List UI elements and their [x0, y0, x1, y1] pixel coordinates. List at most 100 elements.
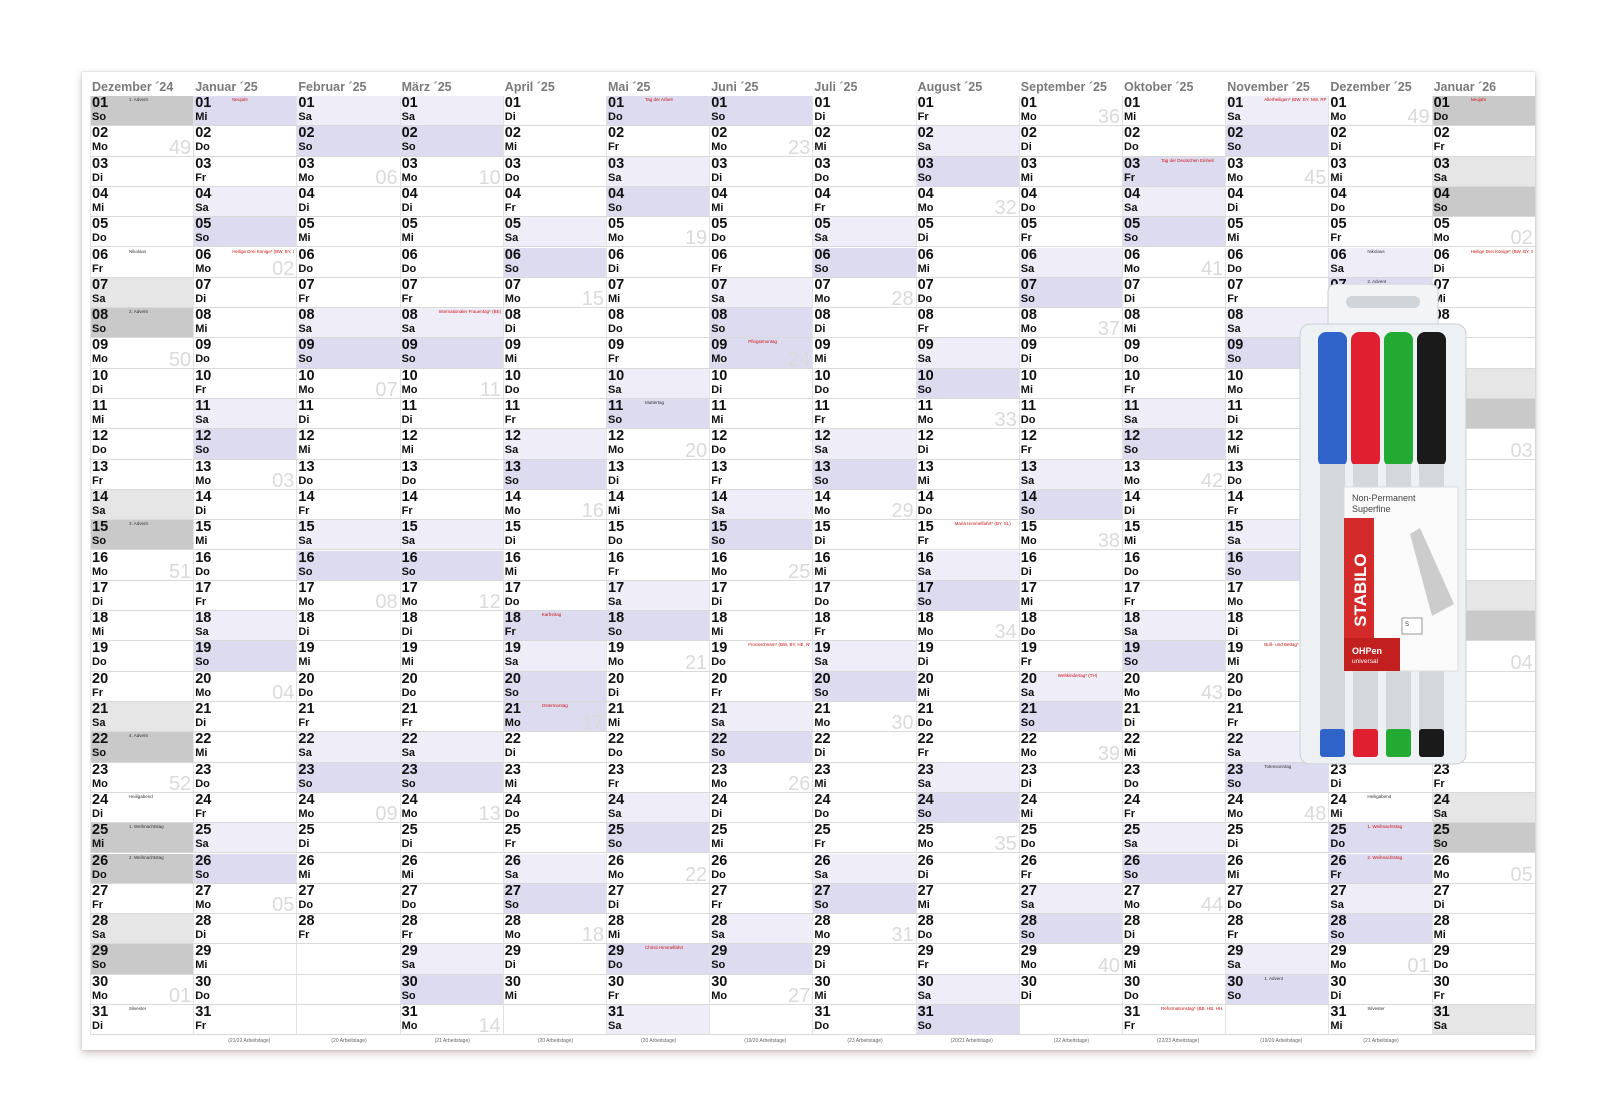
weekday: So [1124, 868, 1139, 881]
weekday: So [504, 686, 519, 699]
day-number: 08 [92, 308, 109, 324]
empty-cell [296, 944, 400, 975]
day-number: 21 [298, 702, 315, 717]
day-number: 18 [917, 611, 934, 627]
day-number: 24 [298, 792, 315, 808]
weekday: Sa [1227, 535, 1241, 548]
day-number: 25 [298, 823, 315, 839]
day-cell: 20 Fr [709, 671, 813, 702]
day-cell: 24 Di [709, 792, 813, 824]
day-cell: 29 Do [1431, 944, 1535, 975]
week-number: 49 [168, 136, 192, 157]
day-cell: 14 Do [915, 489, 1019, 521]
weekday: So [917, 171, 932, 184]
day-number: 14 [917, 489, 934, 505]
day-number: 01 [608, 96, 625, 111]
weekday: Do [608, 535, 623, 548]
day-number: 05 [1124, 217, 1141, 233]
day-cell: 29 Fr [915, 944, 1019, 975]
weekday: Fr [401, 717, 413, 729]
day-number: 14 [92, 489, 109, 505]
week-number: 48 [1304, 803, 1327, 824]
weekday: Mo [401, 383, 418, 396]
weekday: Sa [917, 565, 932, 578]
weekday: Fr [1433, 777, 1445, 790]
day-cell: 02 Do [1122, 126, 1226, 157]
weekday: Do [298, 898, 314, 911]
day-cell: 14 Mo 29 [812, 489, 916, 521]
weekday: Di [298, 201, 310, 214]
day-cell: 21 Di [1122, 702, 1226, 733]
weekday: Sa [92, 504, 106, 517]
day-number: 04 [1433, 186, 1450, 202]
day-number: 09 [92, 338, 109, 354]
weekday: Do [195, 565, 210, 578]
weekday: So [711, 111, 726, 123]
weekday: Fr [814, 626, 826, 639]
week-number: 07 [375, 378, 398, 399]
day-number: 24 [1433, 792, 1450, 808]
tip-size: S [1405, 622, 1409, 628]
weekday: Fr [92, 474, 103, 487]
week-number: 08 [375, 591, 398, 612]
day-number: 14 [1227, 489, 1244, 505]
day-number: 04 [1227, 186, 1244, 202]
week-number: 39 [1097, 742, 1120, 763]
day-number: 23 [401, 762, 418, 778]
day-cell: 09 Mi [812, 338, 916, 369]
day-number: 16 [92, 550, 109, 566]
day-cell: 20 Fr [90, 671, 194, 702]
week-number: 03 [1510, 439, 1533, 460]
day-number: 31 [92, 1005, 109, 1020]
day-number: 12 [1124, 429, 1141, 445]
weekday: So [608, 626, 623, 639]
weekday: Mo [1330, 959, 1347, 972]
weekday: So [814, 686, 829, 699]
weekday: Mo [711, 353, 728, 366]
day-cell: 30 Mi [812, 974, 916, 1005]
weekday: Mi [1124, 535, 1137, 548]
weekday: Di [195, 929, 207, 942]
day-cell: 17 Di [90, 580, 194, 612]
day-cell: 03 So [915, 156, 1019, 187]
day-number: 17 [1227, 580, 1244, 596]
day-cell: 22 So [709, 732, 813, 763]
day-cell: 30 So [399, 974, 503, 1005]
day-cell: 09 So [399, 338, 503, 369]
day-number: 11 [608, 399, 624, 414]
day-cell: 31 So [915, 1005, 1019, 1036]
day-cell: 08 Fr [915, 308, 1019, 339]
day-cell: 10 Mo 11 [399, 368, 503, 399]
weekday: So [1020, 504, 1035, 517]
weekday: Mi [1330, 171, 1343, 184]
weekday: Di [298, 414, 310, 426]
weekday: So [298, 565, 313, 578]
day-cell: 02 Mi [502, 126, 606, 157]
day-number: 23 [711, 762, 728, 778]
day-cell: 02 Do [193, 126, 297, 157]
weekday: Sa [504, 232, 519, 245]
day-cell: 12 Di [915, 429, 1019, 460]
day-number: 04 [917, 186, 934, 202]
day-cell: 10 Do [502, 368, 606, 399]
weekday: Sa [608, 1020, 622, 1032]
weekday: Mi [1124, 959, 1137, 972]
weekday: Fr [298, 504, 310, 517]
weekday: Di [298, 838, 310, 851]
day-cell: 14 Fr [296, 489, 400, 521]
day-number: 22 [1227, 732, 1244, 748]
day-cell: 06 Do [399, 247, 503, 278]
weekday: So [1020, 292, 1035, 305]
weekday: Di [814, 323, 826, 336]
day-number: 31 [917, 1005, 934, 1020]
day-cell: 29 So [709, 944, 813, 975]
weekday: Sa [608, 171, 622, 184]
weekday: Do [1227, 474, 1242, 487]
day-number: 31 [814, 1005, 831, 1020]
day-number: 26 [1433, 853, 1450, 869]
day-cell: 26 Sa [812, 853, 916, 884]
weekday: Fr [711, 474, 723, 487]
